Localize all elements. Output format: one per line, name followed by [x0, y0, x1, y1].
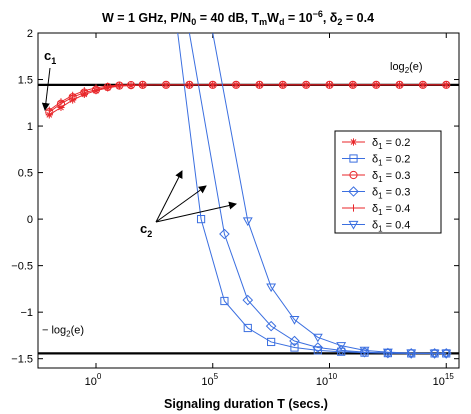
data-point: [289, 316, 300, 325]
x-tick-label: 105: [201, 372, 218, 388]
x-tick-label: 1015: [433, 372, 455, 388]
annotation-c2-arrow: [155, 170, 183, 223]
data-point: [127, 81, 135, 89]
data-point: [419, 81, 427, 89]
y-tick-label: −1: [20, 307, 33, 319]
legend-swatch-marker: [348, 186, 359, 197]
data-point: [92, 84, 100, 92]
legend-box: [334, 130, 442, 234]
data-point: [289, 335, 300, 347]
legend-swatch-marker: [348, 220, 359, 230]
annotations: c1 c2: [41, 48, 237, 239]
y-tick-label: 1: [27, 121, 33, 133]
data-point: [395, 81, 404, 89]
data-point: [232, 81, 240, 89]
y-tick-label: 0.5: [18, 168, 33, 180]
legend-swatch-marker: [349, 170, 358, 180]
legend: δ1 = 0.2 δ1 = 0.2 δ1 = 0.3 δ1 = 0.3 δ1 = 0.4…: [334, 130, 442, 234]
series-group: [45, 33, 452, 359]
data-point: [45, 111, 53, 119]
annotation-c2: c2: [140, 221, 152, 239]
data-point: [382, 348, 393, 358]
data-point: [104, 82, 112, 90]
data-point: [279, 81, 287, 89]
series-5: [212, 33, 452, 359]
x-tick-label: 100: [85, 372, 102, 388]
ref-label-lower: − log2(e): [42, 324, 84, 338]
data-point: [162, 81, 170, 89]
data-point: [243, 323, 252, 333]
data-point: [313, 346, 322, 355]
axes: 2 1.5 1 0.5 0 −0.5 −1 −1.5 100 105 1010 1015: [11, 28, 459, 388]
data-point: [80, 87, 88, 95]
data-point: [57, 98, 65, 106]
data-point: [139, 81, 147, 89]
data-point: [255, 81, 264, 89]
series-line: [49, 84, 447, 111]
legend-entry: δ1 = 0.3: [372, 170, 410, 184]
annotation-c2-arrow: [155, 201, 237, 223]
annotation-c1: c1: [44, 48, 56, 66]
data-point: [442, 81, 450, 89]
annotation-c1-arrow: [41, 67, 51, 111]
data-point: [185, 81, 193, 89]
data-point: [266, 283, 277, 293]
data-point: [69, 91, 77, 99]
legend-entry: δ1 = 0.4: [372, 203, 410, 217]
data-point: [242, 217, 253, 227]
data-point: [312, 342, 324, 353]
legend-swatch-marker: [349, 204, 358, 212]
data-point: [115, 81, 123, 89]
data-point: [372, 81, 380, 89]
data-point: [196, 215, 206, 224]
legend-swatch-marker: [349, 154, 358, 163]
data-point: [441, 349, 452, 359]
annotation-c2-arrow: [155, 185, 207, 223]
data-point: [302, 81, 310, 89]
y-tick-label: 1.5: [18, 75, 33, 87]
y-tick-label: 0: [27, 214, 33, 226]
data-point: [429, 349, 440, 359]
series-line: [212, 33, 447, 354]
y-tick-label: −0.5: [11, 261, 33, 273]
y-tick-label: −1.5: [11, 354, 33, 366]
data-point: [209, 81, 217, 89]
data-point: [325, 81, 334, 89]
y-tick-label: 2: [27, 28, 33, 40]
data-point: [219, 228, 230, 240]
x-axis-label: Signaling duration T (secs.): [164, 397, 328, 411]
data-point: [220, 296, 229, 306]
series-4: [45, 81, 450, 114]
chart-title: W = 1 GHz, P/N0 = 40 dB, TmWd = 10−6, δ2…: [102, 9, 374, 27]
legend-entry: δ1 = 0.4: [372, 220, 410, 234]
data-point: [265, 320, 277, 332]
legend-swatch-marker: [349, 138, 358, 146]
data-point: [359, 346, 370, 356]
ref-label-upper: log2(e): [390, 61, 423, 75]
legend-entry: δ1 = 0.3: [372, 187, 410, 201]
data-point: [336, 342, 347, 351]
legend-entry: δ1 = 0.2: [372, 154, 410, 168]
x-tick-label: 1010: [316, 372, 338, 388]
data-point: [406, 349, 417, 359]
data-point: [267, 337, 276, 347]
legend-entry: δ1 = 0.2: [372, 137, 410, 151]
data-point: [242, 294, 254, 306]
data-point: [290, 343, 299, 352]
data-point: [80, 90, 88, 99]
data-point: [312, 333, 323, 343]
data-point: [335, 345, 347, 356]
data-point: [69, 96, 77, 104]
data-point: [349, 81, 357, 89]
